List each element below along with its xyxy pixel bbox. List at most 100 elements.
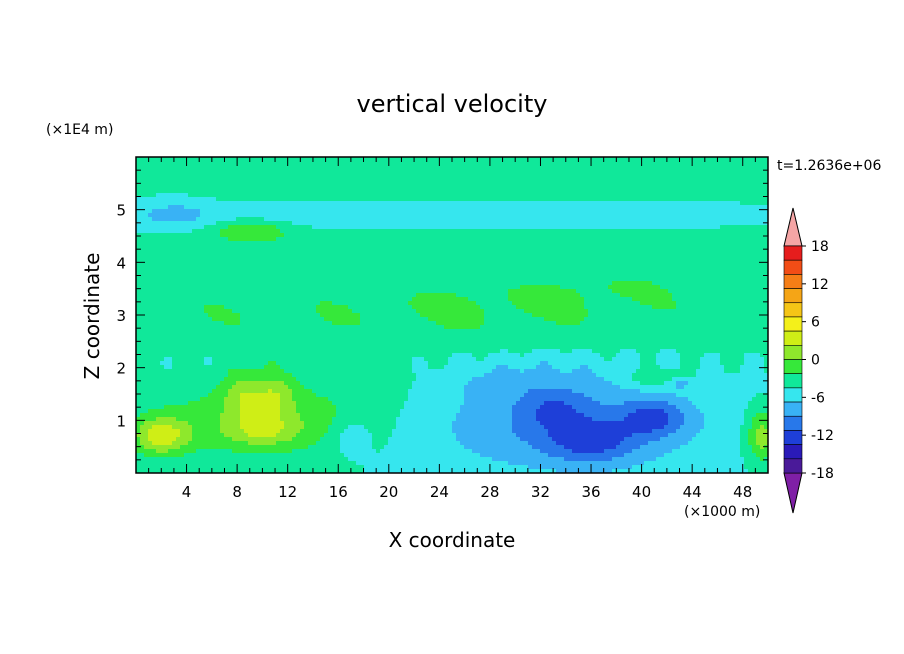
contour-cell [508, 289, 577, 294]
contour-cell [136, 425, 141, 430]
contour-cell [556, 469, 613, 473]
contour-cell [696, 373, 768, 378]
contour-cell [600, 353, 617, 358]
contour-cell [136, 197, 217, 202]
contour-cell [512, 429, 549, 434]
contour-cell [724, 369, 741, 374]
contour-cell [136, 377, 225, 382]
contour-cell [268, 361, 277, 366]
contour-cell [212, 389, 229, 394]
contour-cell [740, 429, 749, 434]
contour-cell [232, 309, 317, 314]
contour-cell [724, 365, 741, 370]
contour-cell [268, 389, 273, 394]
contour-cell [188, 441, 249, 446]
contour-cell [536, 409, 577, 414]
contour-cell [600, 401, 625, 406]
contour-cell [156, 417, 177, 422]
contour-cell [516, 305, 585, 310]
contour-cell [680, 357, 701, 362]
contour-cell [148, 437, 177, 442]
contour-cell [212, 357, 413, 362]
contour-cell [624, 401, 669, 406]
contour-cell [156, 193, 189, 198]
contour-cell [608, 285, 661, 290]
contour-cell [284, 421, 305, 426]
contour-cell [220, 381, 237, 386]
contour-cell [136, 365, 165, 370]
contour-cell [136, 273, 768, 278]
contour-cell [136, 281, 613, 286]
contour-cell [640, 357, 657, 362]
contour-cell [136, 241, 768, 246]
contour-cell [464, 397, 521, 402]
contour-cell [136, 245, 768, 250]
contour-cell [484, 373, 597, 378]
contour-cell [180, 445, 309, 450]
contour-cell [144, 453, 185, 458]
x-tick-label: 36 [581, 483, 600, 501]
contour-cell [460, 441, 529, 446]
contour-cell [572, 405, 677, 410]
contour-cell [452, 425, 513, 430]
contour-cell [136, 185, 768, 190]
contour-cell [744, 413, 757, 418]
contour-cell [680, 361, 701, 366]
colorbar-swatch [783, 245, 803, 261]
x-axis-label: X coordinate [389, 528, 516, 552]
contour-cell [228, 373, 293, 378]
contour-cell [136, 221, 217, 226]
contour-cell [340, 445, 373, 450]
contour-cell [540, 361, 549, 366]
contour-cell [528, 441, 557, 446]
contour-cell [580, 321, 768, 326]
contour-cell [140, 429, 149, 434]
contour-cell [360, 313, 421, 318]
contour-cell [632, 297, 673, 302]
contour-cell [352, 309, 417, 314]
contour-cell [612, 457, 657, 462]
contour-cell [612, 281, 653, 286]
contour-cell [224, 409, 241, 414]
contour-cell [428, 361, 449, 366]
contour-cell [668, 289, 768, 294]
contour-cell [228, 237, 277, 242]
contour-cell [680, 445, 741, 450]
contour-cell [136, 337, 768, 342]
contour-cell [136, 317, 213, 322]
contour-cell [412, 357, 425, 362]
colorbar-tick-label: 0 [811, 353, 820, 369]
contour-cell [680, 409, 701, 414]
contour-cell [588, 309, 768, 314]
contour-cell [668, 401, 693, 406]
contour-cell [208, 313, 241, 318]
contour-cell [744, 361, 765, 366]
contour-cell [316, 393, 409, 398]
contour-cell [200, 209, 768, 214]
contour-cell [664, 425, 681, 430]
contour-cell [344, 429, 369, 434]
contour-cell [456, 417, 513, 422]
contour-cell [376, 449, 381, 454]
contour-cell [548, 453, 625, 458]
contour-cell [280, 405, 297, 410]
contour-cell [696, 405, 749, 410]
contour-cell [280, 417, 301, 422]
contour-cell [240, 409, 281, 414]
contour-cell [180, 433, 193, 438]
contour-cell [744, 457, 761, 462]
contour-cell [612, 381, 641, 386]
contour-cell [500, 349, 509, 354]
colorbar-swatch [783, 330, 803, 346]
x-tick-label: 20 [379, 483, 398, 501]
contour-cell [396, 421, 453, 426]
contour-cell [180, 429, 193, 434]
contour-cell [572, 389, 641, 394]
contour-cell [548, 361, 641, 366]
contour-cell [232, 437, 293, 442]
contour-cell [212, 361, 269, 366]
contour-cell [636, 409, 665, 414]
contour-cell [520, 353, 525, 358]
time-label: t=1.2636e+06 [777, 158, 881, 174]
contour-cell [592, 349, 621, 354]
